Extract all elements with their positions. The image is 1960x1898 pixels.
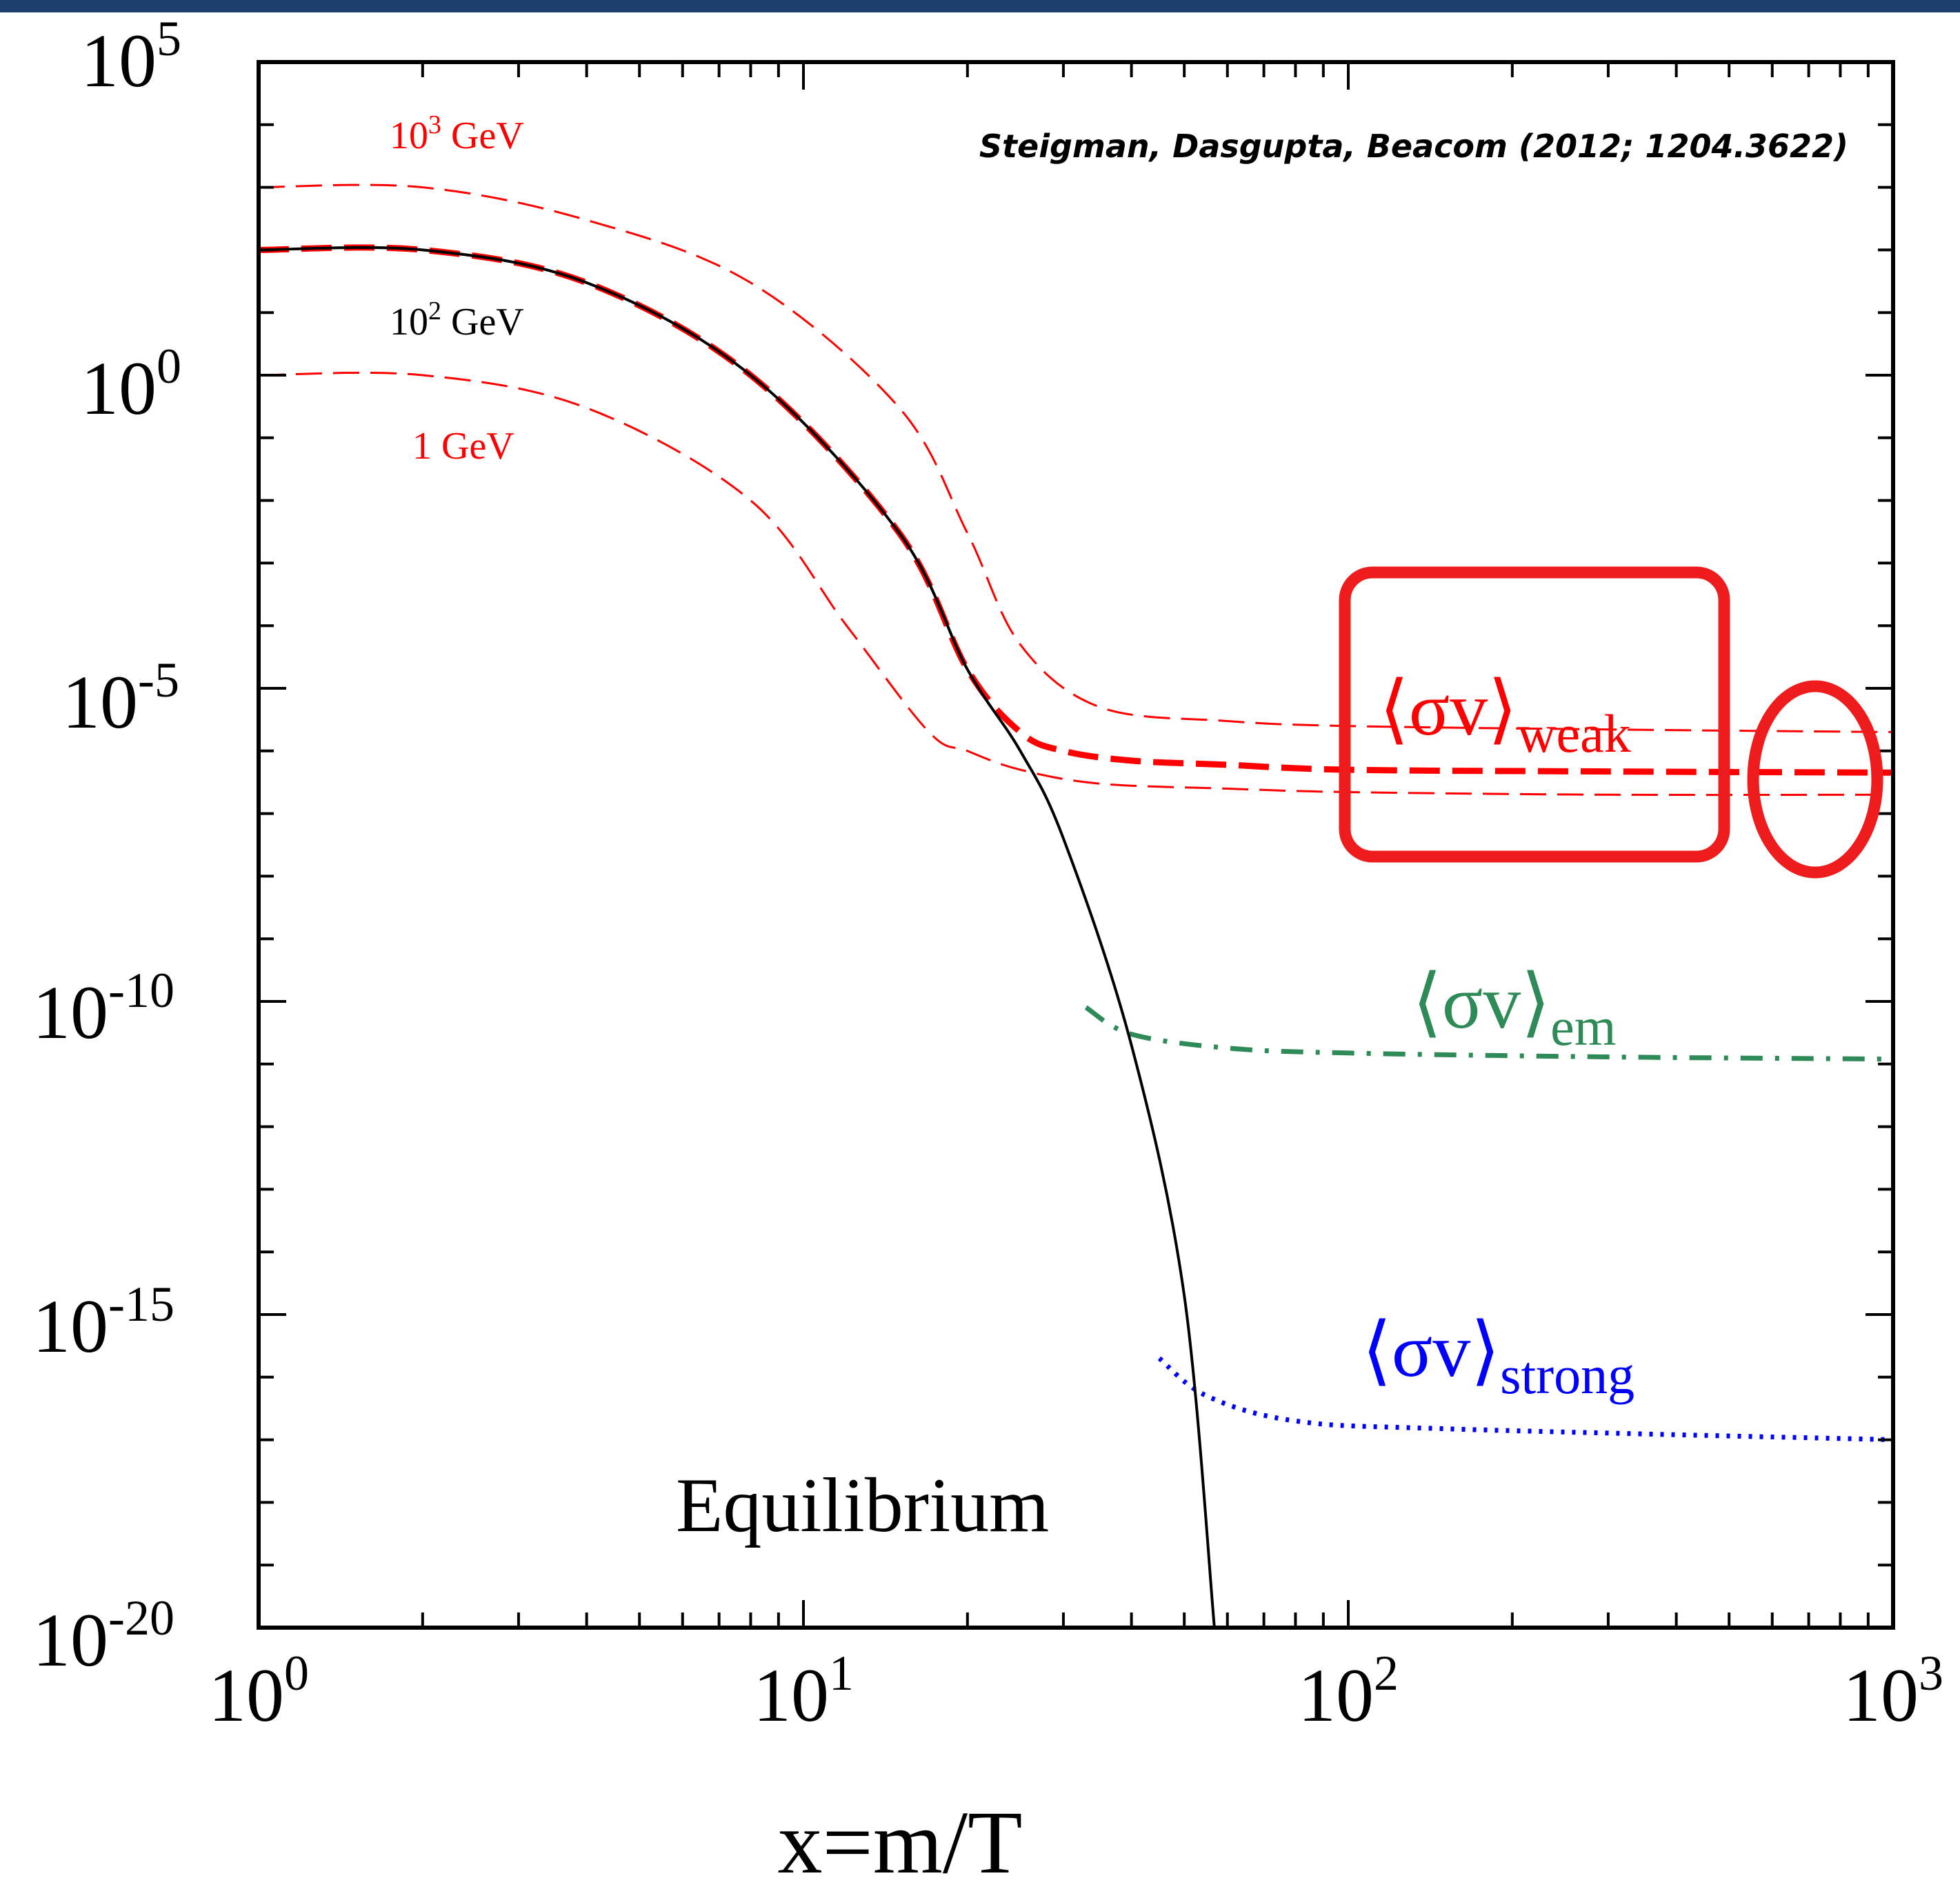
y-tick-label-1e-20: 10-20: [32, 1590, 174, 1682]
y-tick-label-1e5: 105: [81, 11, 181, 103]
top-banner: [0, 0, 1960, 12]
label-1000-gev: 103 GeV: [390, 110, 524, 157]
x-tick-label-1000: 103: [1843, 1646, 1943, 1737]
label-sigma-v-weak: ⟨σv⟩weak: [1379, 667, 1631, 763]
y-tick-label-1e-15: 10-15: [32, 1277, 174, 1368]
series-layer: [258, 183, 1894, 1628]
highlight-ellipse: [1747, 680, 1883, 879]
label-1-gev: 1 GeV: [412, 425, 514, 468]
highlight-box: [1339, 566, 1730, 863]
label-equilibrium: Equilibrium: [676, 1463, 1049, 1548]
citation-credit: Steigman, Dasgupta, Beacom (2012; 1204.3…: [979, 128, 1848, 165]
label-sigma-v-em: ⟨σv⟩em: [1412, 960, 1616, 1057]
series-line-10-3-gev: [258, 183, 1894, 733]
x-tick-label-10: 101: [753, 1646, 854, 1737]
series-line-1-gev: [258, 371, 1894, 797]
y-tick-label-1e-5: 10-5: [62, 652, 179, 744]
y-tick-label-1e-10: 10-10: [32, 963, 174, 1055]
plot-frame: [257, 60, 1895, 1630]
label-sigma-v-strong: ⟨σv⟩strong: [1362, 1308, 1634, 1405]
x-axis-label: x=m/T: [778, 1793, 1023, 1892]
tick-layer: [257, 61, 1893, 1629]
x-tick-label-100: 102: [1298, 1646, 1399, 1737]
y-tick-label-1e0: 100: [81, 339, 181, 430]
series-line-equilibrium: [258, 246, 1216, 1628]
x-tick-label-1: 100: [208, 1646, 309, 1737]
series-line-em: [1084, 1005, 1894, 1062]
label-100-gev: 102 GeV: [390, 297, 524, 343]
